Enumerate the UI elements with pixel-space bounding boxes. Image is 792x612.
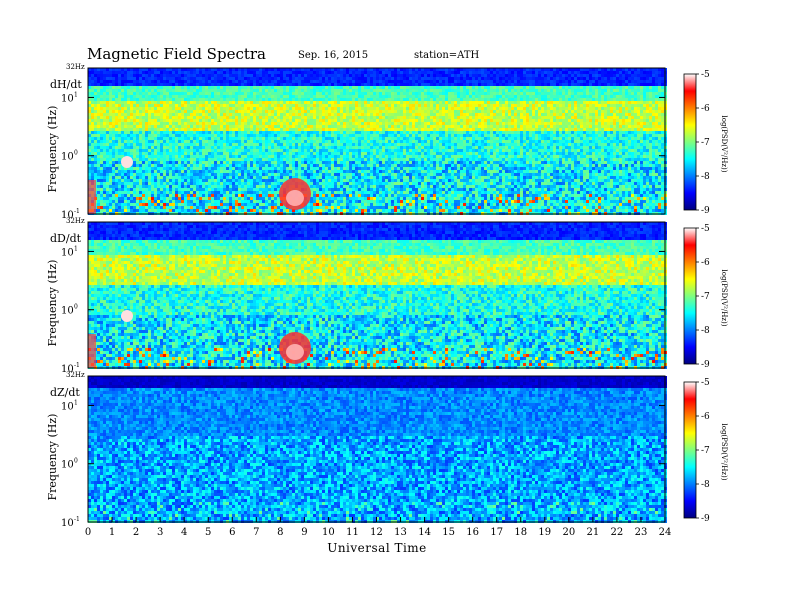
- x-tick-16: 16: [466, 527, 479, 538]
- panel-label-0: dH/dt: [50, 78, 82, 91]
- x-tick-3: 3: [157, 527, 163, 538]
- x-tick-10: 10: [322, 527, 335, 538]
- colorbar-tick-0-2: -7: [701, 138, 710, 148]
- colorbar-tick-1-2: -7: [701, 292, 710, 302]
- colorbar-tick-2-2: -7: [701, 446, 710, 456]
- y-axis-label-0: Frequency (Hz): [46, 106, 59, 193]
- y-tick-exp-tenth-0: -1: [74, 208, 80, 215]
- colorbar-tick-1-3: -8: [701, 326, 710, 336]
- colorbar-tick-2-1: -6: [701, 412, 710, 422]
- y-tick-ten-0: 10: [61, 93, 74, 104]
- panel-label-2: dZ/dt: [50, 386, 80, 399]
- x-tick-12: 12: [370, 527, 383, 538]
- colorbar-tick-0-3: -8: [701, 172, 710, 182]
- x-tick-8: 8: [277, 527, 283, 538]
- colorbar-0: [684, 74, 696, 210]
- spectrogram-1: [88, 222, 667, 369]
- x-tick-20: 20: [562, 527, 575, 538]
- y-tick-exp-ten-1: 1: [74, 245, 78, 252]
- colorbar-tick-1-4: -9: [701, 360, 710, 370]
- colorbar-2: [684, 382, 696, 518]
- y-tick-exp-tenth-1: -1: [74, 362, 80, 369]
- x-tick-7: 7: [253, 527, 259, 538]
- chart-station: station=ATH: [414, 50, 480, 61]
- colorbar-label-0: log(PSD(V²/Hz)): [720, 116, 728, 173]
- x-tick-14: 14: [418, 527, 431, 538]
- x-tick-2: 2: [133, 527, 139, 538]
- x-tick-11: 11: [346, 527, 359, 538]
- x-tick-6: 6: [229, 527, 235, 538]
- x-tick-18: 18: [514, 527, 527, 538]
- y-tick-one-0: 10: [61, 152, 74, 163]
- colorbar-tick-2-3: -8: [701, 480, 710, 490]
- y-tick-top-2: 32Hz: [66, 371, 85, 379]
- chart-date: Sep. 16, 2015: [298, 50, 368, 61]
- y-tick-tenth-2: 10: [61, 518, 74, 529]
- y-tick-top-0: 32Hz: [66, 63, 85, 71]
- x-tick-23: 23: [635, 527, 648, 538]
- x-tick-1: 1: [109, 527, 115, 538]
- x-tick-21: 21: [587, 527, 600, 538]
- y-tick-exp-tenth-2: -1: [74, 516, 80, 523]
- x-tick-22: 22: [611, 527, 624, 538]
- colorbar-tick-0-1: -6: [701, 104, 710, 114]
- spectrogram-0: [88, 68, 667, 215]
- x-tick-0: 0: [85, 527, 91, 538]
- x-tick-13: 13: [394, 527, 407, 538]
- y-axis-label-1: Frequency (Hz): [46, 260, 59, 347]
- colorbar-tick-1-1: -6: [701, 258, 710, 268]
- colorbar-1: [684, 228, 696, 364]
- x-tick-19: 19: [538, 527, 551, 538]
- colorbar-label-1: log(PSD(V²/Hz)): [720, 270, 728, 327]
- spectra-figure: Magnetic Field Spectra Sep. 16, 2015 sta…: [0, 0, 792, 612]
- y-tick-one-2: 10: [61, 460, 74, 471]
- x-tick-15: 15: [442, 527, 455, 538]
- y-tick-exp-ten-0: 1: [74, 91, 78, 98]
- colorbar-tick-0-0: -5: [701, 70, 710, 80]
- x-tick-9: 9: [301, 527, 307, 538]
- y-tick-top-1: 32Hz: [66, 217, 85, 225]
- x-tick-17: 17: [490, 527, 503, 538]
- colorbar-tick-2-0: -5: [701, 378, 710, 388]
- y-tick-ten-1: 10: [61, 247, 74, 258]
- y-tick-exp-ten-2: 1: [74, 399, 78, 406]
- colorbar-tick-2-4: -9: [701, 514, 710, 524]
- spectrogram-2: [88, 376, 667, 523]
- x-tick-24: 24: [659, 527, 672, 538]
- y-tick-ten-2: 10: [61, 401, 74, 412]
- y-tick-one-1: 10: [61, 306, 74, 317]
- chart-title: Magnetic Field Spectra: [87, 45, 266, 63]
- colorbar-tick-1-0: -5: [701, 224, 710, 234]
- x-axis-label: Universal Time: [327, 541, 427, 555]
- colorbar-label-2: log(PSD(V²/Hz)): [720, 424, 728, 481]
- panel-label-1: dD/dt: [50, 232, 82, 245]
- colorbar-tick-0-4: -9: [701, 206, 710, 216]
- y-tick-exp-one-0: 0: [74, 150, 78, 157]
- y-tick-exp-one-2: 0: [74, 458, 78, 465]
- y-tick-exp-one-1: 0: [74, 304, 78, 311]
- y-axis-label-2: Frequency (Hz): [46, 414, 59, 501]
- x-tick-4: 4: [181, 527, 187, 538]
- x-tick-5: 5: [205, 527, 211, 538]
